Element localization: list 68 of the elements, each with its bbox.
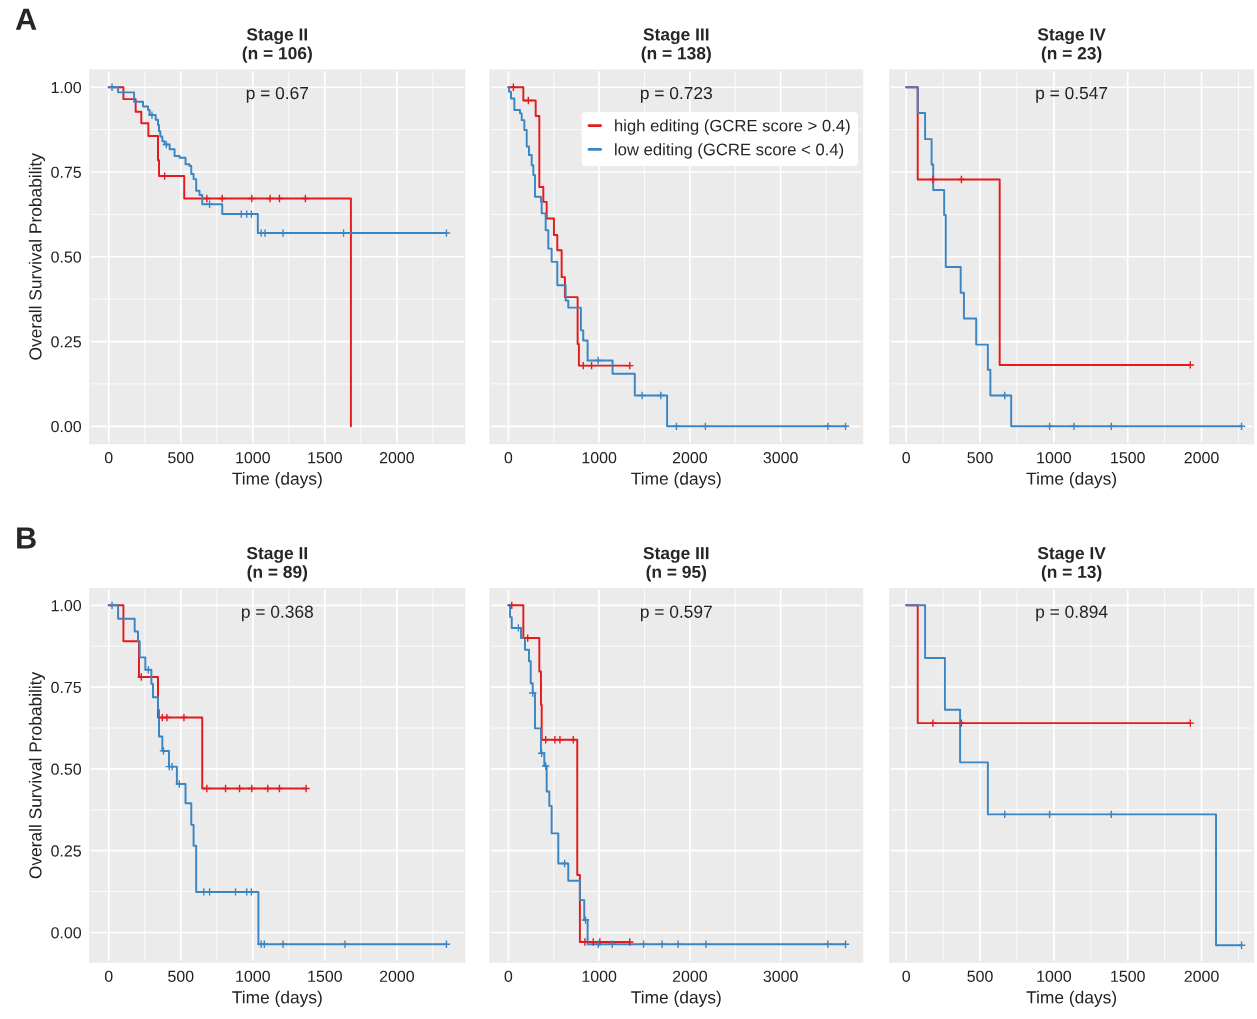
y-tick-label: 0.50 (51, 763, 82, 775)
x-tick-label: 1000 (236, 452, 270, 464)
x-tick-label: 2000 (379, 452, 415, 464)
annotation: p = 0.597 (640, 605, 712, 622)
x-tick-label: 3000 (763, 452, 798, 464)
x-tick-label: 0 (504, 452, 513, 464)
annotation: p = 0.894 (1036, 605, 1108, 622)
x-tick-label: 1500 (1111, 452, 1145, 464)
chart-subtitle: (n = 106) (242, 46, 312, 63)
x-tick-label: 2000 (379, 970, 415, 982)
y-tick-label: 0.50 (51, 251, 82, 263)
x-tick-label: 1500 (308, 970, 342, 982)
x-tick-label: 500 (168, 970, 194, 982)
y-tick-label: 0.75 (51, 681, 81, 694)
chart-title: Stage III (643, 28, 709, 45)
text: A (15, 8, 37, 30)
x-tick-label: 1000 (582, 970, 617, 982)
annotation: p = 0.723 (640, 86, 712, 103)
chart-subtitle: (n = 13) (1041, 565, 1102, 582)
x-tick-label: 1500 (1111, 970, 1145, 982)
chart-title: Stage III (643, 546, 709, 563)
chart-subtitle: (n = 23) (1041, 46, 1102, 63)
chart-subtitle: (n = 138) (641, 46, 711, 63)
x-axis-title: Time (days) (631, 990, 721, 1007)
x-tick-label: 2000 (1184, 452, 1219, 464)
x-tick-label: 2000 (1184, 970, 1219, 982)
annotation: p = 0.368 (241, 605, 313, 622)
annotation: p = 0.547 (1036, 86, 1108, 103)
legend-label: high editing (GCRE score > 0.4) (615, 119, 850, 135)
chart-subtitle: (n = 95) (646, 565, 707, 582)
y-tick-label: 1.00 (51, 81, 82, 94)
y-tick-label: 0.00 (51, 420, 82, 433)
x-axis-title: Time (days) (631, 472, 721, 489)
x-tick-label: 2000 (672, 970, 708, 982)
x-tick-label: 0 (902, 452, 911, 464)
text: B (17, 527, 36, 549)
x-axis-title: Time (days) (1026, 472, 1117, 489)
chart-title: Stage II (246, 28, 308, 45)
y-axis-title: Overall Survival Probability (28, 671, 46, 879)
x-tick-label: 1000 (1037, 970, 1072, 982)
x-tick-label: 500 (967, 452, 993, 464)
x-tick-label: 0 (104, 970, 113, 982)
x-tick-label: 1000 (236, 970, 270, 982)
x-axis-title: Time (days) (232, 472, 322, 489)
chart-title: Stage IV (1037, 28, 1106, 45)
y-tick-label: 0.75 (51, 166, 81, 178)
legend-label: low editing (GCRE score < 0.4) (615, 143, 844, 159)
x-axis-title: Time (days) (232, 990, 322, 1007)
y-tick-label: 0.00 (51, 927, 82, 939)
x-tick-label: 0 (902, 970, 911, 982)
x-tick-label: 3000 (763, 970, 798, 982)
chart-subtitle: (n = 89) (247, 565, 308, 582)
y-axis-title: Overall Survival Probability (28, 153, 46, 360)
x-tick-label: 2000 (672, 452, 708, 464)
x-tick-label: 500 (168, 452, 194, 464)
chart-title: Stage II (246, 546, 308, 563)
annotation: p = 0.67 (246, 86, 309, 103)
y-tick-label: 1.00 (51, 599, 82, 612)
x-tick-label: 500 (967, 970, 993, 982)
y-tick-label: 0.25 (51, 336, 81, 348)
x-tick-label: 1000 (582, 452, 617, 464)
chart-title: Stage IV (1037, 546, 1106, 563)
x-tick-label: 0 (504, 970, 513, 982)
x-axis-title: Time (days) (1026, 990, 1117, 1007)
x-tick-label: 1000 (1037, 452, 1072, 464)
x-tick-label: 1500 (308, 452, 342, 464)
y-tick-label: 0.25 (51, 845, 81, 857)
x-tick-label: 0 (104, 452, 113, 464)
